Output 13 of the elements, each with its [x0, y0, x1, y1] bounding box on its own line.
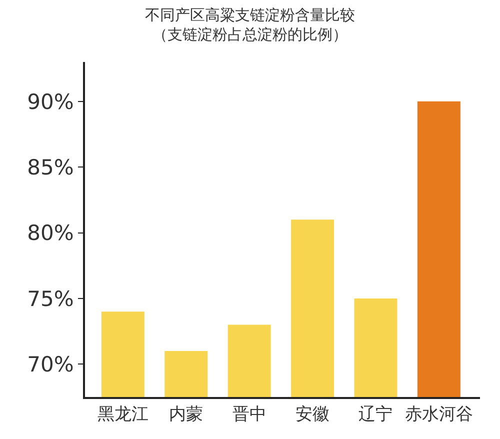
chart-title: 不同产区高粱支链淀粉含量比较 [145, 6, 355, 24]
chart-subtitle: （支链淀粉占总淀粉的比例） [152, 25, 348, 44]
x-tick-label: 晋中 [232, 404, 266, 424]
y-tick-label: 70% [27, 352, 74, 377]
y-tick-label: 75% [27, 286, 74, 311]
x-tick-label: 黑龙江 [97, 404, 148, 424]
x-tick-label: 内蒙 [169, 404, 204, 424]
y-tick-label: 85% [27, 155, 74, 180]
x-tick-label: 安徽 [296, 404, 330, 424]
y-tick-label: 90% [27, 90, 74, 114]
x-tick-label: 赤水河谷 [404, 404, 473, 424]
y-tick-label: 80% [27, 221, 74, 246]
x-tick-label: 辽宁 [358, 404, 393, 424]
